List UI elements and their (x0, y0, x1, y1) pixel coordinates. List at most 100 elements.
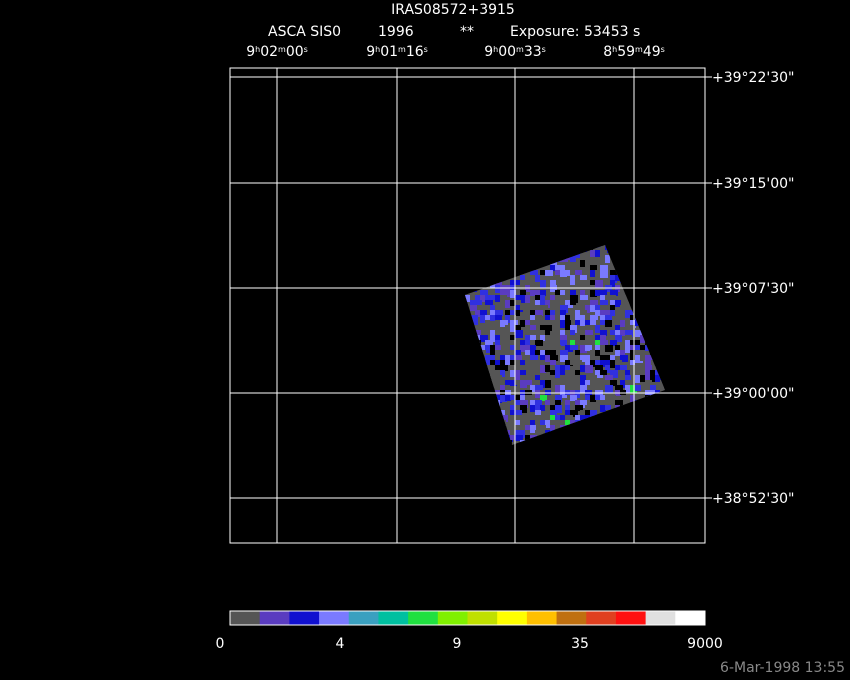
pixel (465, 325, 468, 333)
pixel (515, 280, 522, 286)
pixel (570, 280, 575, 288)
pixel (560, 445, 567, 450)
pixel (575, 270, 582, 277)
pixel (475, 415, 481, 420)
pixel (520, 285, 526, 293)
pixel (465, 280, 466, 285)
pixel (575, 340, 583, 345)
pixel (565, 290, 572, 296)
pixel (535, 430, 543, 436)
pixel (520, 305, 525, 310)
pixel (470, 445, 475, 451)
ra-label-part: h (375, 45, 380, 54)
pixel (480, 295, 485, 302)
pixel (480, 440, 488, 445)
pixel (490, 425, 497, 431)
pixel (500, 435, 505, 441)
pixel (540, 445, 545, 452)
pixel (575, 380, 583, 387)
pixel (510, 285, 515, 293)
pixel (570, 345, 578, 350)
pixel (555, 290, 561, 298)
pixel (570, 330, 575, 337)
pixel (590, 415, 596, 422)
pixel (465, 370, 470, 376)
pixel (475, 340, 481, 347)
pixel (550, 355, 558, 361)
pixel (575, 370, 580, 378)
pixel (515, 445, 523, 453)
colorbar-swatch (586, 611, 617, 625)
pixel (500, 255, 507, 260)
pixel (610, 425, 615, 433)
pixel (540, 305, 548, 311)
pixel (550, 405, 555, 412)
pixel (655, 345, 662, 353)
pixel (510, 290, 516, 298)
pixel (515, 350, 521, 356)
pixel (465, 400, 467, 405)
pixel (625, 310, 633, 318)
pixel (570, 420, 576, 425)
pixel (555, 445, 563, 450)
pixel (490, 405, 497, 412)
pixel (560, 385, 568, 391)
pixel (495, 425, 503, 432)
pixel (525, 310, 530, 317)
pixel (665, 280, 673, 285)
pixel (590, 425, 597, 432)
pixel (630, 350, 636, 356)
pixel (530, 325, 536, 330)
pixel (470, 245, 477, 251)
pixel (600, 400, 605, 405)
pixel (615, 350, 620, 356)
pixel (620, 330, 625, 336)
pixel (570, 325, 577, 333)
pixel (515, 355, 522, 361)
ra-label-part: 16 (406, 44, 424, 60)
pixel (500, 245, 505, 250)
pixel (470, 315, 478, 320)
pixel (500, 410, 505, 416)
pixel (575, 350, 580, 355)
pixel (605, 435, 613, 443)
pixel (595, 350, 600, 356)
pixel (655, 340, 661, 347)
pixel (520, 320, 526, 327)
pixel (595, 370, 603, 378)
pixel (615, 345, 620, 352)
pixel (545, 365, 550, 372)
pixel (545, 240, 551, 245)
pixel (490, 245, 495, 247)
pixel (475, 400, 481, 405)
pixel (470, 335, 475, 342)
pixel (560, 340, 567, 346)
pixel (655, 355, 663, 361)
pixel (470, 400, 475, 406)
pixel (650, 295, 658, 300)
pixel (580, 320, 586, 326)
pixel (565, 405, 570, 411)
pixel (650, 260, 657, 267)
pixel (610, 310, 617, 316)
pixel (615, 360, 622, 368)
pixel (620, 245, 625, 248)
pixel (585, 245, 593, 250)
pixel (480, 395, 485, 402)
pixel (550, 335, 557, 342)
pixel (540, 405, 545, 411)
pixel (585, 365, 593, 373)
pixel (660, 260, 665, 268)
pixel (635, 425, 642, 432)
pixel (490, 430, 498, 438)
pixel (660, 320, 665, 326)
pixel (515, 325, 521, 331)
pixel (575, 320, 582, 325)
pixel (660, 405, 665, 411)
pixel (530, 270, 538, 275)
pixel (535, 400, 542, 406)
pixel (520, 440, 525, 445)
pixel (505, 340, 510, 346)
pixel (465, 315, 472, 323)
pixel (625, 395, 632, 402)
